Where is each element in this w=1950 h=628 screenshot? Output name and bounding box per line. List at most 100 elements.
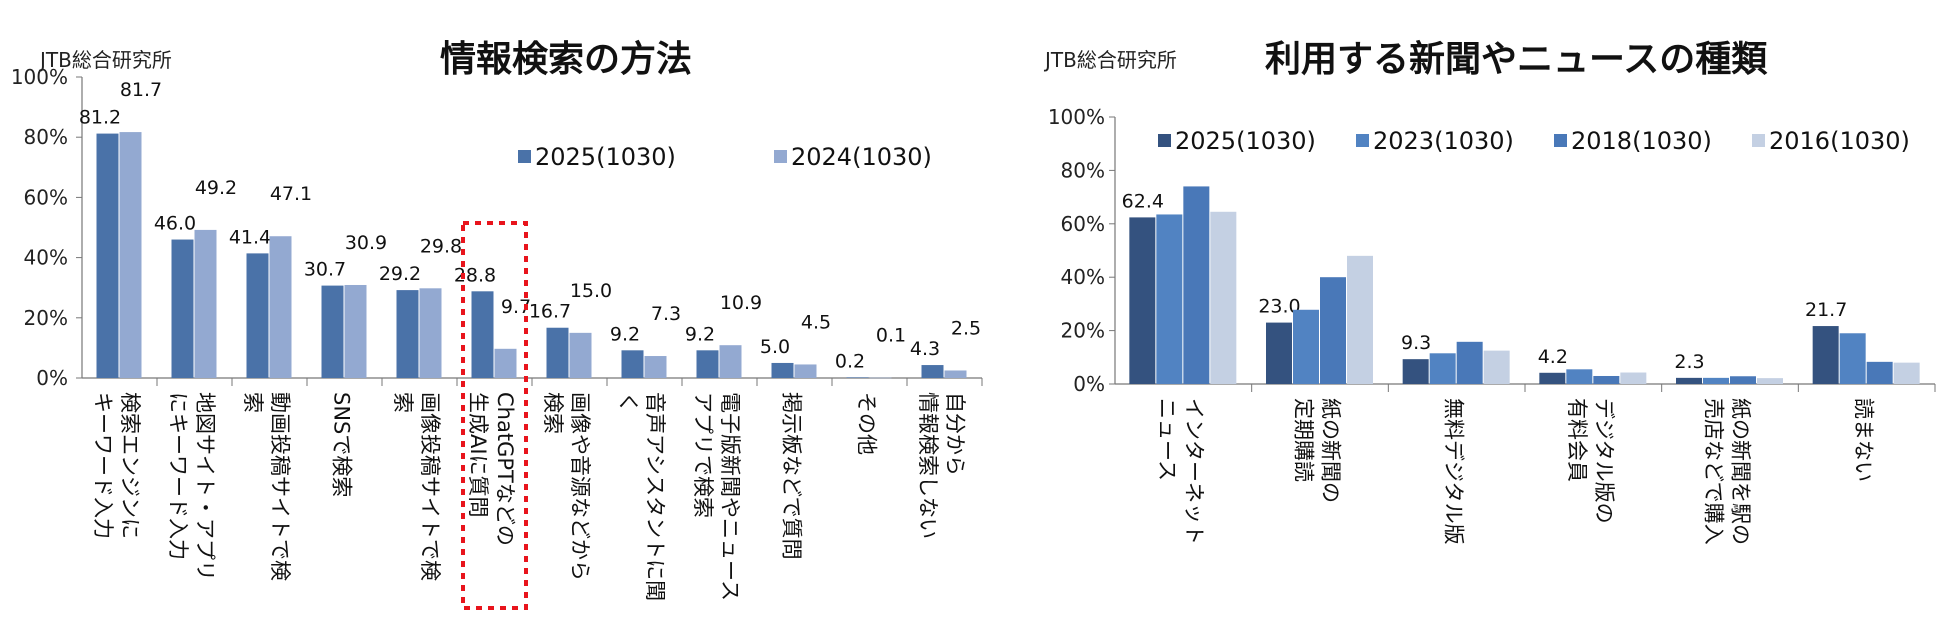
data-label: 10.9 [720, 292, 762, 314]
bar-2024(1030) [494, 348, 517, 378]
bar-2024(1030) [344, 284, 367, 378]
category-label-line-0: その他 [855, 392, 879, 455]
y-tick-label: 60% [1061, 212, 1105, 236]
bar-2024(1030) [194, 229, 217, 378]
data-label: 30.9 [345, 232, 387, 254]
left-chart-title: 情報検索の方法 [440, 39, 693, 80]
data-label: 46.0 [154, 213, 196, 235]
bar-2025(1030) [396, 290, 419, 378]
data-label: 0.2 [835, 350, 865, 372]
legend-label: 2018(1030) [1571, 127, 1712, 155]
left-chart: 0% 20% 40% 60% 80% 100% 81.2 81.7 検索エンジンにキーワード入力… [11, 65, 983, 610]
bar-2025(1030) [1812, 326, 1839, 384]
category-label-line-1: アプリで検索 [691, 392, 715, 518]
y-tick-label: 0% [1073, 372, 1105, 396]
bar-2025(1030) [96, 133, 119, 378]
category-label-line-1: 検索 [541, 392, 565, 434]
right-chart-title: 利用する新聞やニュースの種類 [1265, 39, 1768, 80]
bar-2023(1030) [1566, 369, 1593, 384]
y-tick-label: 40% [1061, 265, 1105, 289]
data-label: 28.8 [454, 264, 496, 286]
data-label: 29.8 [420, 235, 462, 257]
bar-2023(1030) [1839, 333, 1866, 384]
data-label: 9.7 [501, 296, 531, 318]
legend-label: 2023(1030) [1373, 127, 1514, 155]
category-label-line-1: ニュース [1155, 398, 1179, 481]
category-label-line-0: 電子版新聞やニュース [718, 392, 742, 601]
data-label: 41.4 [229, 226, 271, 248]
bar-2018(1030) [1320, 277, 1346, 384]
data-label: 9.2 [685, 323, 715, 345]
legend-swatch-2025(1030) [1158, 134, 1171, 147]
category-label-line-0: 画像や音源などから [568, 392, 592, 581]
category-label-line-0: デジタル版の [1592, 398, 1616, 524]
data-label: 9.3 [1401, 332, 1431, 354]
y-tick-label: 20% [24, 306, 68, 330]
bar-2023(1030) [1293, 309, 1319, 384]
category-label-line-0: 検索エンジンに [118, 392, 142, 539]
y-tick-label: 100% [1048, 105, 1105, 129]
bar-2018(1030) [1866, 361, 1893, 384]
data-label: 4.5 [801, 311, 831, 333]
data-label: 4.3 [910, 338, 940, 360]
legend-swatch-2016(1030) [1752, 134, 1765, 147]
bar-2024(1030) [269, 236, 292, 378]
legend-swatch-2024(1030) [774, 150, 787, 163]
category-label-line-0: 音声アシスタントに聞 [643, 392, 667, 601]
left-source: JTB総合研究所 [40, 48, 172, 72]
bar-2025(1030) [846, 377, 869, 378]
data-label: 16.7 [529, 301, 571, 323]
category-label-line-0: 掲示板などで質問 [780, 392, 804, 560]
category-label-line-1: 生成AIに質問 [466, 392, 490, 518]
bar-2025(1030) [696, 350, 719, 378]
bar-2018(1030) [1593, 375, 1620, 384]
bar-2024(1030) [869, 377, 892, 379]
category-label-line-1: く [616, 392, 640, 413]
data-label: 2.5 [951, 317, 981, 339]
category-label-line-1: 有料会員 [1565, 398, 1589, 482]
category-label-line-1: 索 [391, 392, 415, 413]
category-label-line-0: 紙の新聞の [1319, 398, 1343, 503]
category-label-line-0: SNSで検索 [330, 392, 354, 497]
y-tick-label: 80% [24, 125, 68, 149]
bar-2024(1030) [719, 345, 742, 378]
bar-2016(1030) [1620, 372, 1647, 384]
category-label-line-1: 売店などで購入 [1702, 398, 1726, 545]
data-label: 62.4 [1122, 190, 1164, 212]
legend-swatch-2025(1030) [518, 150, 531, 163]
right-source: JTB総合研究所 [1045, 48, 1177, 72]
bar-2025(1030) [321, 285, 344, 378]
bar-2025(1030) [471, 291, 494, 378]
bar-2025(1030) [1676, 377, 1702, 384]
data-label: 7.3 [651, 303, 681, 325]
bar-2018(1030) [1456, 341, 1483, 384]
y-tick-label: 80% [1061, 158, 1105, 182]
bar-2024(1030) [644, 356, 667, 378]
data-label: 23.0 [1258, 296, 1300, 318]
data-label: 15.0 [570, 280, 612, 302]
bar-2018(1030) [1730, 376, 1756, 384]
bar-2023(1030) [1703, 377, 1729, 384]
bar-2016(1030) [1210, 211, 1237, 384]
category-label-line-1: 定期購読 [1292, 398, 1316, 482]
y-tick-label: 40% [24, 246, 68, 270]
bar-2025(1030) [921, 365, 944, 378]
category-label-line-0: 紙の新聞を駅の [1729, 398, 1753, 545]
data-label: 81.7 [120, 79, 162, 101]
category-label-line-1: 索 [241, 392, 265, 413]
data-label: 9.2 [610, 323, 640, 345]
bar-2025(1030) [1129, 217, 1156, 384]
bar-2024(1030) [419, 288, 442, 378]
legend-label: 2016(1030) [1769, 127, 1910, 155]
y-tick-label: 0% [36, 366, 68, 390]
bar-2025(1030) [546, 327, 569, 378]
bar-2024(1030) [569, 332, 592, 378]
data-label: 4.2 [1538, 346, 1568, 368]
bar-2023(1030) [1156, 214, 1183, 384]
data-label: 49.2 [195, 177, 237, 199]
category-label-line-0: インターネット [1182, 398, 1206, 545]
data-label: 29.2 [379, 263, 421, 285]
right-panel: JTB総合研究所 利用する新聞やニュースの種類 0% 20% 40% 60% 80% 10… [1030, 0, 1950, 628]
bar-2025(1030) [771, 362, 794, 378]
